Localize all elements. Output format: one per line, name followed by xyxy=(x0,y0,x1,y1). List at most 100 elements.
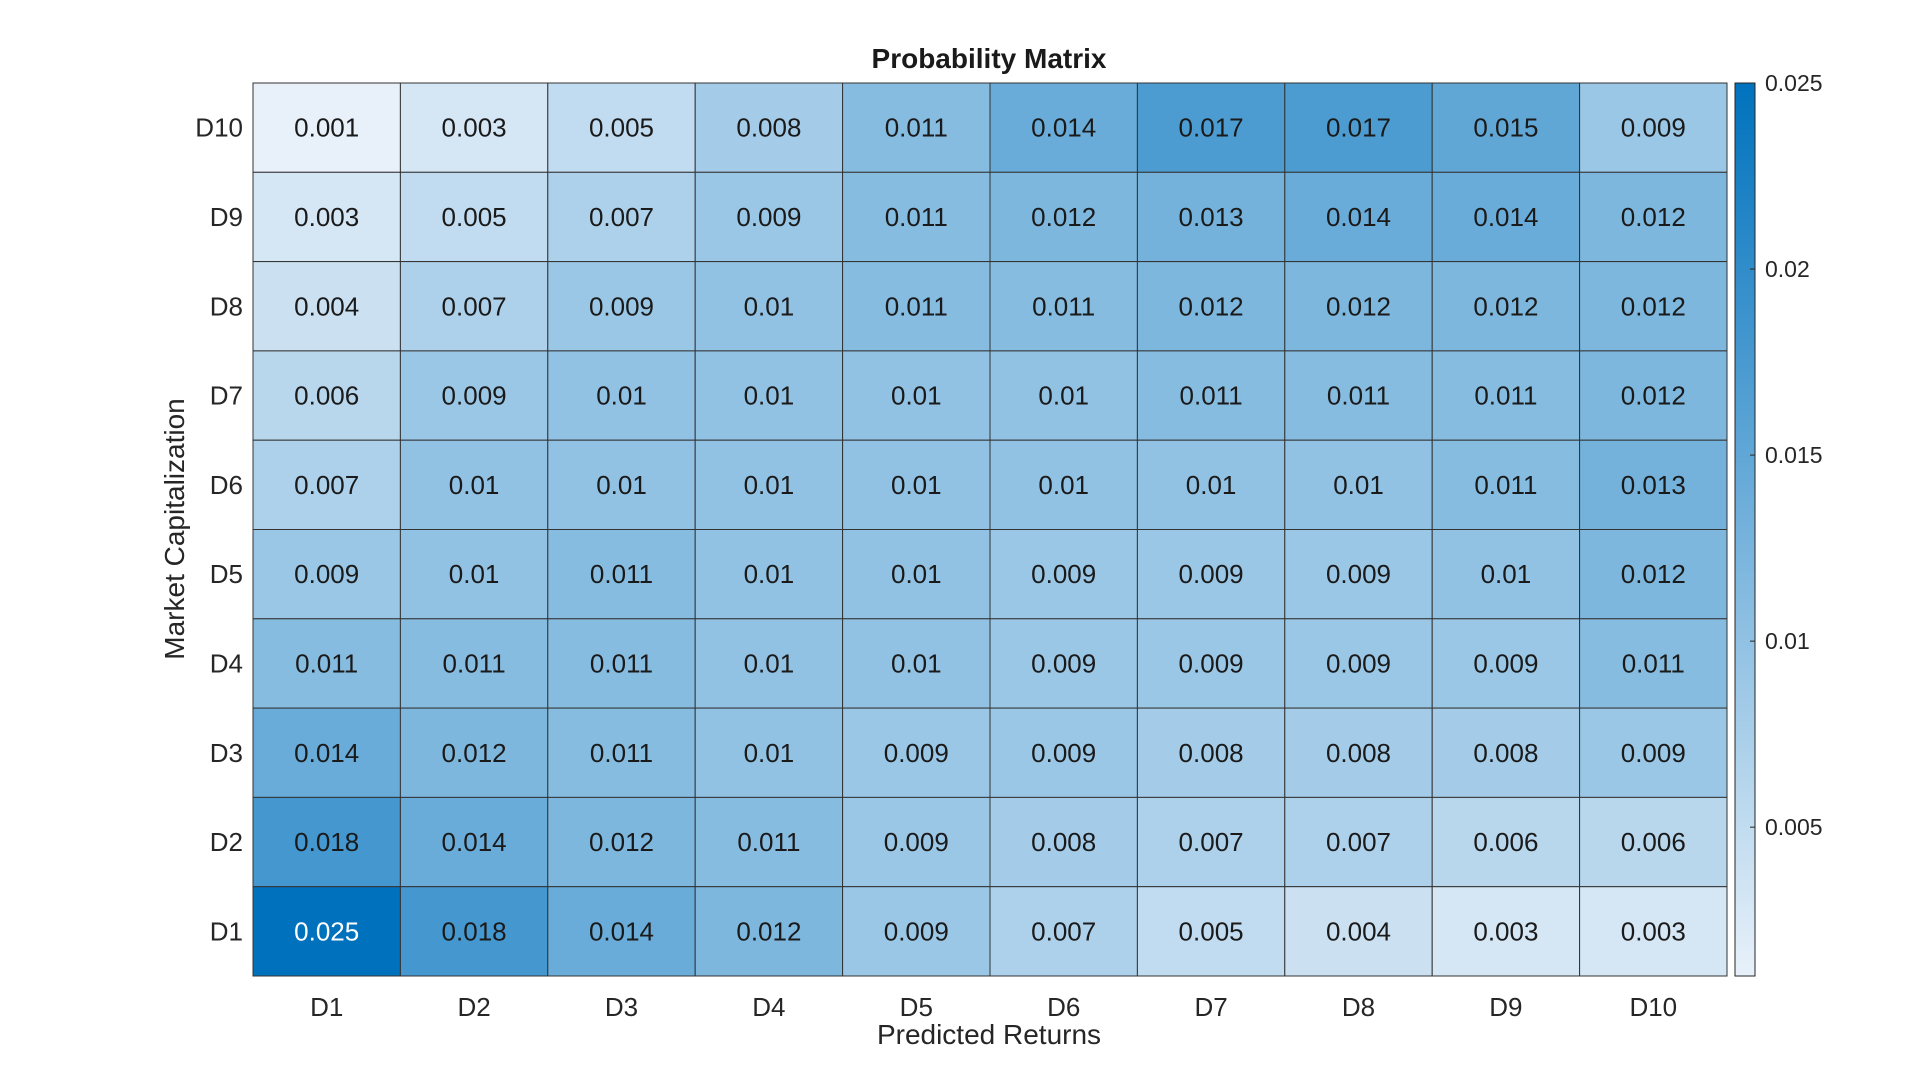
heatmap-cell xyxy=(1136,886,1286,977)
heatmap-cell xyxy=(547,796,696,888)
cell-value-label: 0.01 xyxy=(1333,470,1384,500)
y-tick-label: D2 xyxy=(210,827,243,857)
cell-value-label: 0.001 xyxy=(294,113,359,143)
cell-value-label: 0.009 xyxy=(884,738,949,768)
heatmap-cell xyxy=(252,886,401,977)
cell-value-label: 0.012 xyxy=(1326,291,1391,321)
heatmap-cell xyxy=(252,796,401,888)
x-tick-label: D10 xyxy=(1629,992,1677,1022)
cell-value-label: 0.009 xyxy=(1326,648,1391,678)
heatmap-cell xyxy=(989,171,1138,263)
cell-value-label: 0.012 xyxy=(1473,291,1538,321)
cell-value-label: 0.01 xyxy=(596,470,647,500)
cell-value-label: 0.011 xyxy=(590,738,653,768)
heatmap-cell xyxy=(694,618,844,709)
cell-value-label: 0.011 xyxy=(885,202,948,232)
cell-value-label: 0.009 xyxy=(442,381,507,411)
heatmap-cell xyxy=(252,350,401,441)
cell-value-label: 0.011 xyxy=(295,648,358,678)
cell-value-label: 0.012 xyxy=(1031,202,1096,232)
cell-value-label: 0.009 xyxy=(1179,648,1244,678)
heatmap-cell xyxy=(842,82,991,173)
heatmap-cell xyxy=(1579,261,1728,352)
cell-value-label: 0.011 xyxy=(590,648,653,678)
heatmap-cell xyxy=(1431,707,1581,798)
heatmap-cell xyxy=(1284,618,1433,709)
heatmap-cell xyxy=(1284,886,1433,977)
y-tick-label: D3 xyxy=(210,738,243,768)
chart-title: Probability Matrix xyxy=(872,43,1107,74)
colorbar-tick-label: 0.02 xyxy=(1765,256,1810,282)
cell-value-label: 0.014 xyxy=(589,916,654,946)
cell-value-label: 0.009 xyxy=(736,202,801,232)
cell-value-label: 0.012 xyxy=(589,827,654,857)
heatmap-cell xyxy=(1431,261,1581,352)
heatmap-cell xyxy=(252,618,401,709)
cell-value-label: 0.004 xyxy=(1326,916,1391,946)
heatmap-cell xyxy=(399,439,549,531)
cell-value-label: 0.011 xyxy=(1474,470,1537,500)
heatmap-cell xyxy=(1136,796,1286,888)
cell-value-label: 0.012 xyxy=(1621,202,1686,232)
cell-value-label: 0.012 xyxy=(1621,381,1686,411)
y-tick-label: D10 xyxy=(195,113,243,143)
heatmap-cell xyxy=(1284,707,1433,798)
heatmap-cell xyxy=(694,171,844,263)
cell-value-label: 0.007 xyxy=(294,470,359,500)
colorbar-tick-label: 0.025 xyxy=(1765,70,1823,96)
cell-value-label: 0.01 xyxy=(744,291,795,321)
cell-value-label: 0.009 xyxy=(1621,738,1686,768)
cell-value-label: 0.007 xyxy=(1326,827,1391,857)
heatmap-cell xyxy=(1579,707,1728,798)
heatmap-cell xyxy=(547,529,696,620)
heatmap-cell xyxy=(842,796,991,888)
cell-value-label: 0.006 xyxy=(1621,827,1686,857)
heatmap-cell xyxy=(1136,171,1286,263)
cell-value-label: 0.01 xyxy=(891,470,942,500)
heatmap-cell xyxy=(989,886,1138,977)
cell-value-label: 0.011 xyxy=(1032,291,1095,321)
heatmap-cell xyxy=(399,82,549,173)
cell-value-label: 0.009 xyxy=(1473,648,1538,678)
heatmap-cell xyxy=(989,350,1138,441)
cell-value-label: 0.006 xyxy=(1473,827,1538,857)
cell-value-label: 0.011 xyxy=(885,113,948,143)
x-tick-label: D8 xyxy=(1342,992,1375,1022)
heatmap-cell xyxy=(547,439,696,531)
y-tick-label: D4 xyxy=(210,648,243,678)
heatmap-cell xyxy=(252,529,401,620)
colorbar-tick-label: 0.01 xyxy=(1765,628,1810,654)
cell-value-label: 0.011 xyxy=(1327,381,1390,411)
cell-value-label: 0.004 xyxy=(294,291,359,321)
heatmap-cell xyxy=(989,707,1138,798)
heatmap-cell xyxy=(1431,618,1581,709)
cell-value-label: 0.014 xyxy=(1031,113,1096,143)
cell-value-label: 0.01 xyxy=(744,470,795,500)
y-tick-label: D8 xyxy=(210,291,243,321)
x-tick-label: D1 xyxy=(310,992,343,1022)
cell-value-label: 0.009 xyxy=(1326,559,1391,589)
cell-value-label: 0.01 xyxy=(1481,559,1532,589)
heatmap-cell xyxy=(694,82,844,173)
heatmap-cell xyxy=(1284,350,1433,441)
y-tick-label: D7 xyxy=(210,381,243,411)
cell-value-label: 0.003 xyxy=(1473,916,1538,946)
x-tick-label: D9 xyxy=(1489,992,1522,1022)
x-tick-label: D4 xyxy=(752,992,785,1022)
cell-value-label: 0.008 xyxy=(1031,827,1096,857)
cell-value-label: 0.011 xyxy=(443,648,506,678)
cell-value-label: 0.011 xyxy=(590,559,653,589)
heatmap-cell xyxy=(1579,796,1728,888)
x-tick-label: D5 xyxy=(900,992,933,1022)
y-axis-label: Market Capitalization xyxy=(159,398,190,659)
heatmap-cell xyxy=(1284,261,1433,352)
heatmap-cell xyxy=(399,886,549,977)
heatmap-cell xyxy=(252,261,401,352)
cell-value-label: 0.008 xyxy=(1473,738,1538,768)
cell-value-label: 0.007 xyxy=(589,202,654,232)
heatmap-cell xyxy=(842,886,991,977)
y-tick-label: D5 xyxy=(210,559,243,589)
heatmap-cell xyxy=(1284,439,1433,531)
cell-value-label: 0.011 xyxy=(885,291,948,321)
heatmap-cell xyxy=(399,261,549,352)
